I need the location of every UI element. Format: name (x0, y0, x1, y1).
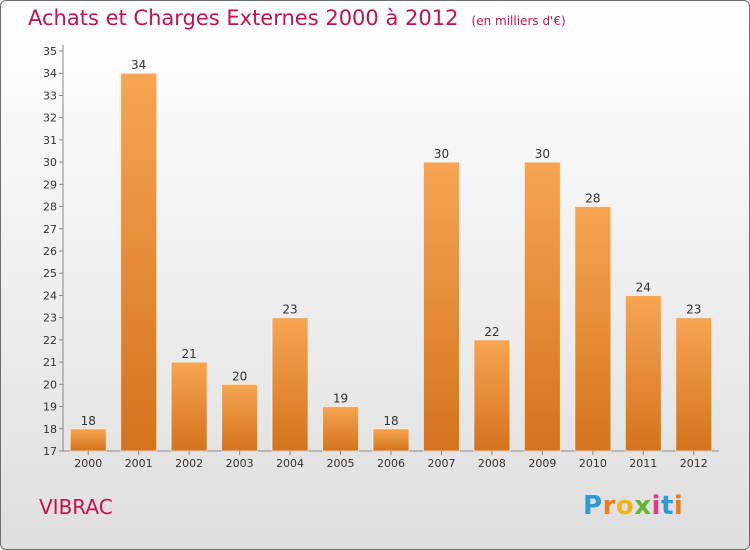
y-tick-label: 19 (43, 401, 57, 414)
bar-value-label: 18 (81, 414, 96, 428)
chart-title-block: Achats et Charges Externes 2000 à 2012 (… (28, 6, 566, 30)
x-tick-label: 2004 (276, 457, 304, 470)
x-tick-label: 2007 (427, 457, 455, 470)
x-tick-label: 2009 (528, 457, 556, 470)
y-tick-label: 30 (43, 156, 57, 169)
logo-letter: i (651, 491, 661, 521)
logo-letter: P (583, 491, 603, 521)
x-tick-label: 2001 (125, 457, 153, 470)
x-tick-label: 2010 (579, 457, 607, 470)
y-tick-label: 29 (43, 178, 57, 191)
logo-letter: r (602, 491, 616, 521)
x-tick-label: 2005 (327, 457, 355, 470)
bar (422, 161, 460, 452)
y-tick-label: 21 (43, 356, 57, 369)
y-tick-label: 23 (43, 312, 57, 325)
bar-value-label: 22 (484, 325, 499, 339)
y-tick-label: 32 (43, 112, 57, 125)
bar (473, 339, 511, 452)
bar (675, 317, 713, 452)
bar (624, 294, 662, 452)
logo-letter: t (660, 491, 674, 521)
logo-letter: x (634, 491, 652, 521)
logo-letter: i (673, 491, 684, 521)
y-tick-label: 25 (43, 267, 57, 280)
y-tick-label: 35 (43, 45, 57, 58)
bar (221, 383, 259, 452)
bar-value-label: 24 (636, 280, 651, 294)
y-tick-label: 20 (43, 378, 57, 391)
x-tick-label: 2008 (478, 457, 506, 470)
x-tick-label: 2011 (629, 457, 657, 470)
bar-value-label: 23 (686, 303, 701, 317)
y-tick-label: 33 (43, 89, 57, 102)
bar (523, 161, 561, 452)
bar-value-label: 20 (232, 369, 247, 383)
chart-unit-note: (en milliers d'€) (471, 14, 566, 28)
bar-value-label: 23 (282, 303, 297, 317)
bar (120, 72, 158, 452)
y-tick-label: 31 (43, 134, 57, 147)
x-tick-label: 2006 (377, 457, 405, 470)
y-tick-label: 17 (43, 445, 57, 458)
bar (322, 406, 360, 452)
bar-value-label: 21 (182, 347, 197, 361)
y-tick-label: 34 (43, 67, 57, 80)
x-tick-label: 2003 (226, 457, 254, 470)
bar (69, 428, 107, 452)
chart-title: Achats et Charges Externes 2000 à 2012 (28, 6, 459, 30)
bar (271, 317, 309, 452)
x-tick-label: 2000 (74, 457, 102, 470)
bar-value-label: 19 (333, 392, 348, 406)
y-tick-label: 27 (43, 223, 57, 236)
bar-value-label: 18 (383, 414, 398, 428)
y-tick-label: 28 (43, 201, 57, 214)
bar (574, 206, 612, 452)
bar (372, 428, 410, 452)
logo-letter: o (615, 491, 635, 521)
y-tick-label: 26 (43, 245, 57, 258)
x-tick-label: 2012 (680, 457, 708, 470)
y-tick-label: 18 (43, 423, 57, 436)
place-name: VIBRAC (39, 495, 113, 519)
bar-value-label: 28 (585, 192, 600, 206)
bar-value-label: 34 (131, 58, 146, 72)
y-tick-label: 22 (43, 334, 57, 347)
bar-value-label: 30 (434, 147, 449, 161)
proxiti-logo: Proxiti (583, 491, 683, 521)
y-tick-label: 24 (43, 289, 57, 302)
x-tick-label: 2002 (175, 457, 203, 470)
bar-value-label: 30 (535, 147, 550, 161)
bar (170, 361, 208, 452)
